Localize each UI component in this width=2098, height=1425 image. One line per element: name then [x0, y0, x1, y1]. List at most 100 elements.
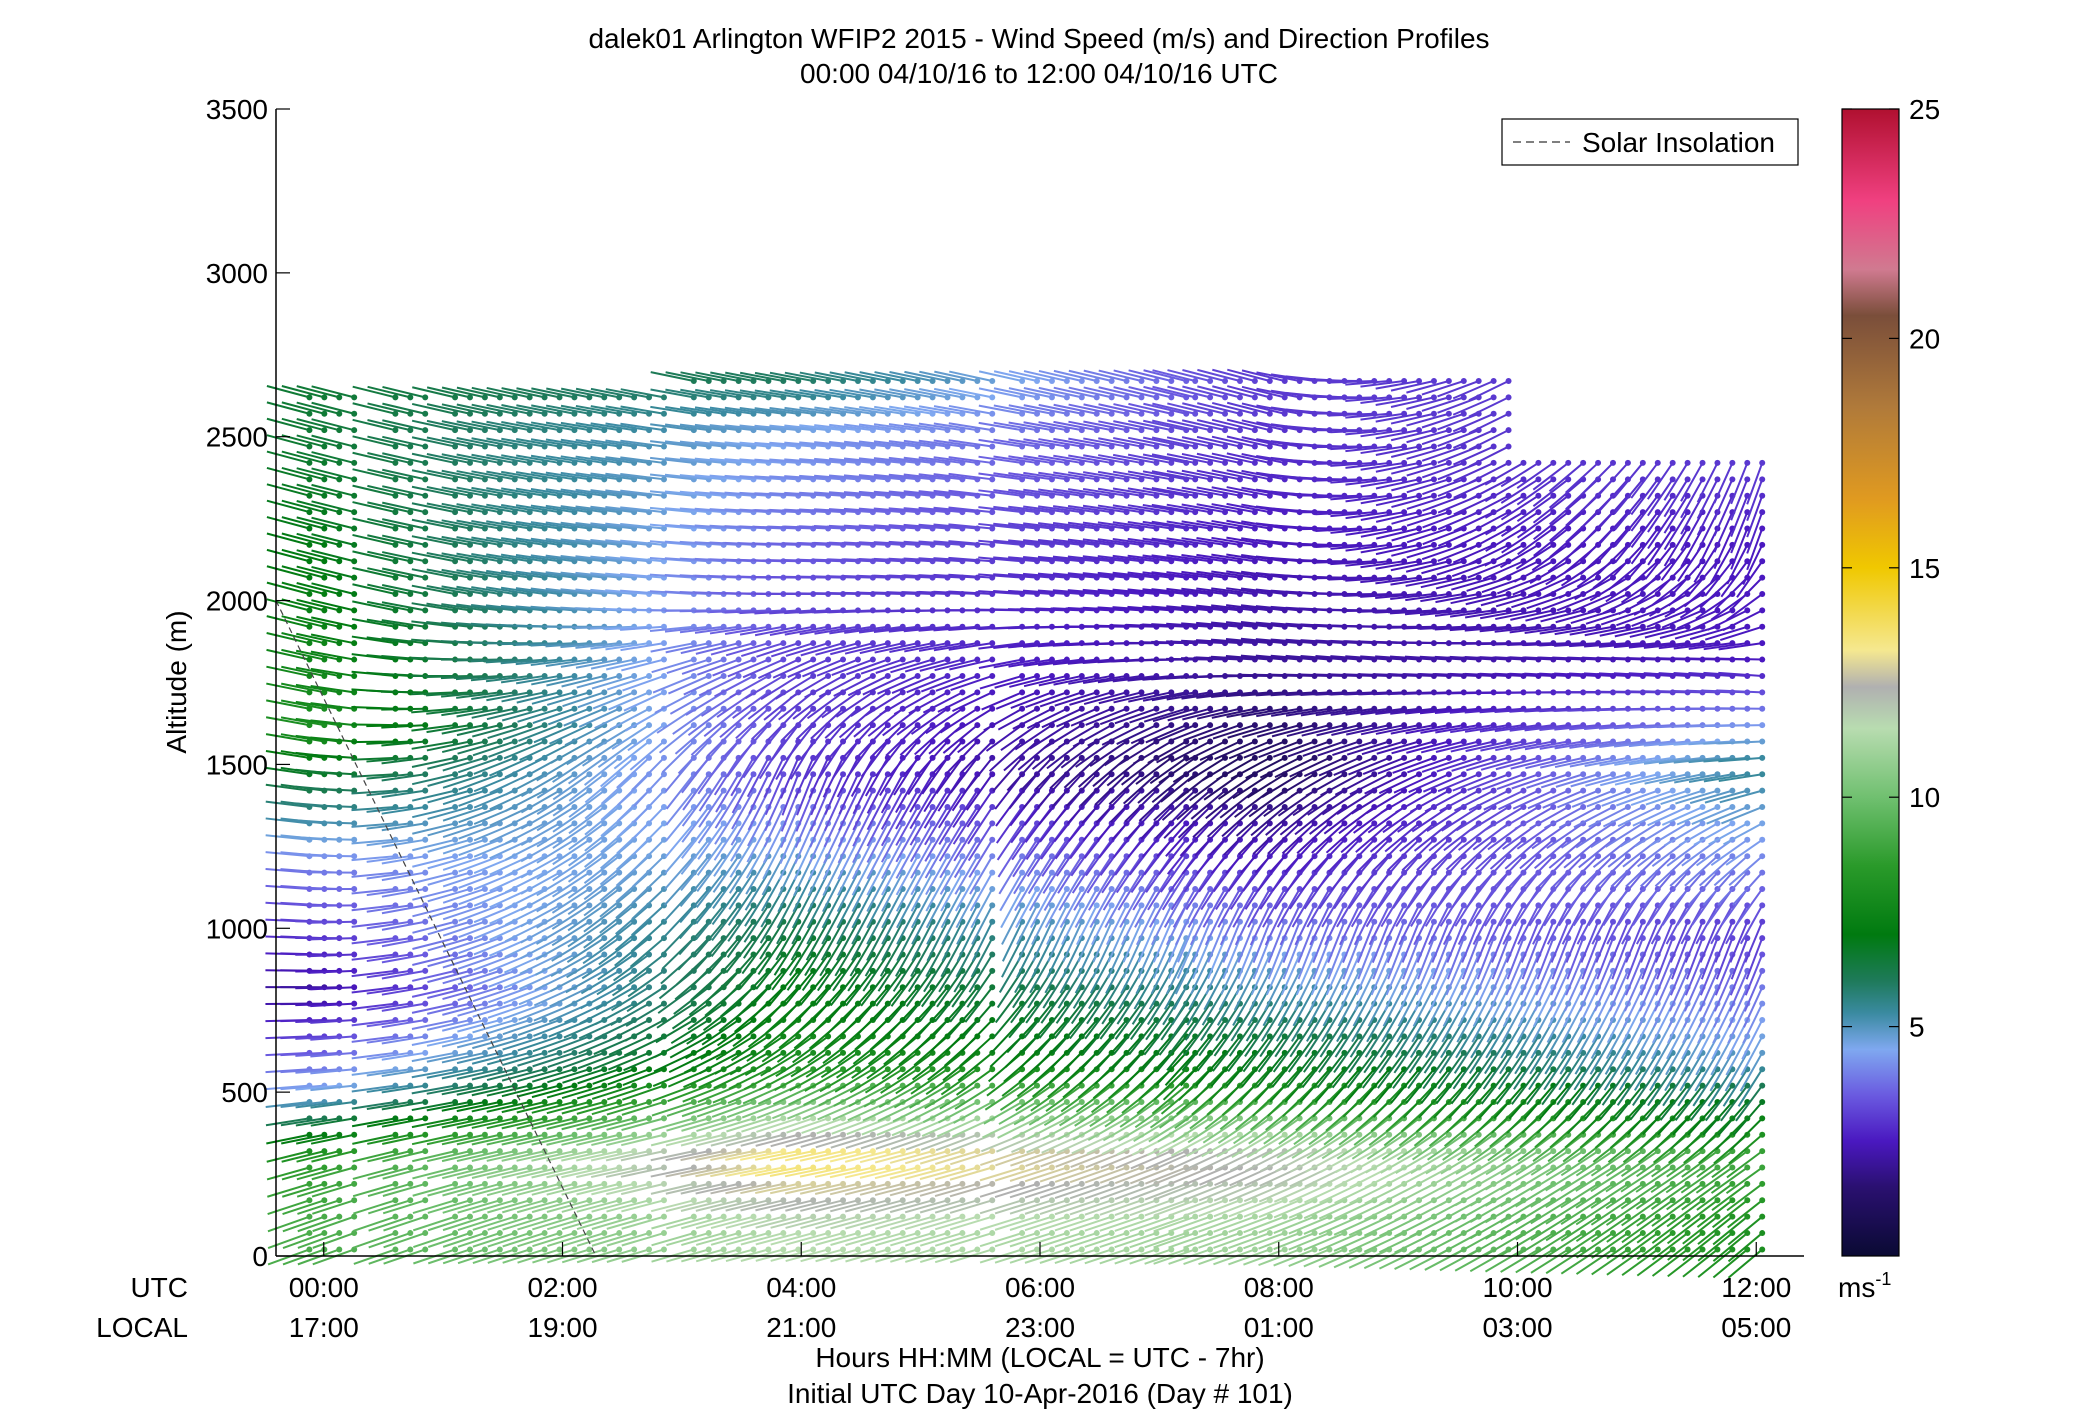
- wind-barb-shaft: [411, 1068, 456, 1079]
- wind-barb-dot: [1034, 1197, 1041, 1204]
- wind-barb-dot: [422, 1131, 429, 1138]
- wind-barb-shaft: [411, 789, 456, 802]
- wind-barb-dot: [452, 1180, 459, 1187]
- wind-barb-shaft: [265, 783, 310, 792]
- wind-barb-dot: [1063, 1098, 1070, 1105]
- wind-barb-shaft: [381, 567, 426, 579]
- wind-barb-dot: [660, 1148, 667, 1155]
- wind-barb-dot: [660, 820, 667, 827]
- wind-barb-shaft: [502, 1199, 545, 1214]
- wind-barb-shaft: [310, 804, 355, 809]
- wind-barb-dot: [541, 705, 548, 712]
- wind-barb-dot: [321, 623, 328, 630]
- wind-barb-shaft: [486, 1100, 530, 1113]
- wind-barb-dot: [735, 1131, 742, 1138]
- wind-barb-dot: [466, 394, 473, 401]
- wind-barb-dot: [616, 689, 623, 696]
- wind-barb-dot: [989, 689, 996, 696]
- wind-barb-shaft: [441, 519, 486, 530]
- wind-barb-shaft: [382, 402, 426, 415]
- wind-barb-shaft: [267, 1215, 310, 1233]
- wind-barb-shaft: [442, 838, 486, 855]
- wind-barb-shaft: [458, 789, 501, 807]
- wind-barb-shaft: [501, 1117, 545, 1130]
- wind-barb-dot: [321, 427, 328, 434]
- wind-barb-dot: [306, 672, 313, 679]
- wind-barb-shaft: [486, 536, 530, 546]
- wind-barb-dot: [989, 1000, 996, 1007]
- wind-barb-dot: [660, 656, 667, 663]
- wind-barb-shaft: [281, 665, 325, 677]
- wind-barb-shaft: [281, 565, 325, 579]
- wind-barb-shaft: [412, 1150, 456, 1163]
- wind-barb-dot: [496, 1098, 503, 1105]
- wind-barb-shaft: [280, 1100, 325, 1108]
- wind-barb-shaft: [456, 569, 500, 579]
- wind-barb-dot: [1019, 689, 1026, 696]
- wind-barb-shaft: [442, 1182, 486, 1197]
- wind-barb-dot: [526, 689, 533, 696]
- wind-barb-dot: [780, 656, 787, 663]
- wind-barb-shaft: [310, 837, 355, 841]
- wind-barb-dot: [452, 492, 459, 499]
- wind-barb-dot: [511, 754, 518, 761]
- wind-barb-dot: [989, 1066, 996, 1073]
- wind-barb-dot: [511, 1197, 518, 1204]
- wind-barb-dot: [407, 591, 414, 598]
- wind-barb-dot: [496, 1066, 503, 1073]
- wind-barb-dot: [496, 1148, 503, 1155]
- wind-barb-shaft: [310, 770, 355, 776]
- wind-barb-dot: [481, 984, 488, 991]
- wind-barb-dot: [556, 1246, 563, 1253]
- wind-barb-dot: [526, 738, 533, 745]
- wind-barb-dot: [750, 640, 757, 647]
- wind-barb-dot: [511, 1180, 518, 1187]
- wind-barb-dot: [660, 1197, 667, 1204]
- wind-barb-dot: [989, 492, 996, 499]
- wind-barb-dot: [496, 722, 503, 729]
- wind-barb-dot: [586, 836, 593, 843]
- wind-barb-shaft: [427, 806, 471, 820]
- wind-barb-shaft: [500, 604, 545, 612]
- wind-barb-shaft: [351, 953, 396, 961]
- wind-barb-dot: [466, 951, 473, 958]
- wind-barb-shaft: [351, 887, 396, 895]
- wind-barb-shaft: [311, 1182, 355, 1198]
- wind-barb-dot: [541, 410, 548, 417]
- wind-barb-dot: [690, 656, 697, 663]
- wind-barb-dot: [1063, 1230, 1070, 1237]
- wind-barb-shaft: [366, 773, 411, 780]
- wind-barb-dot: [631, 1230, 638, 1237]
- wind-barb-dot: [336, 1180, 343, 1187]
- wind-barb-shaft: [488, 969, 531, 988]
- wind-barb-shaft: [352, 1150, 396, 1163]
- wind-barb-dot: [466, 787, 473, 794]
- wind-barb-dot: [306, 492, 313, 499]
- wind-barb-dot: [914, 1213, 921, 1220]
- wind-barb-shaft: [366, 904, 411, 913]
- wind-barb-shaft: [412, 904, 456, 918]
- wind-barb-dot: [351, 1066, 358, 1073]
- wind-barb-dot: [351, 1131, 358, 1138]
- wind-barb-shaft: [296, 516, 340, 530]
- wind-barb-shaft: [486, 386, 530, 399]
- wind-barb-shaft: [457, 740, 501, 755]
- wind-barb-dot: [1019, 705, 1026, 712]
- wind-barb-shaft: [281, 682, 325, 694]
- wind-barb-dot: [884, 787, 891, 794]
- wind-barb-dot: [989, 1197, 996, 1204]
- wind-barb-shaft: [351, 806, 396, 812]
- wind-barb-dot: [481, 1197, 488, 1204]
- wind-barb-dot: [392, 427, 399, 434]
- wind-barb-dot: [392, 591, 399, 598]
- wind-barb-dot: [974, 1148, 981, 1155]
- wind-barb-dot: [989, 935, 996, 942]
- wind-barb-shaft: [441, 1084, 486, 1096]
- wind-barb-dot: [422, 1230, 429, 1237]
- wind-barb-shaft: [441, 453, 486, 464]
- wind-barb-shaft: [265, 817, 310, 825]
- wind-barb-shaft: [516, 1068, 560, 1083]
- wind-barb-dot: [989, 820, 996, 827]
- wind-barb-shaft: [456, 1035, 501, 1049]
